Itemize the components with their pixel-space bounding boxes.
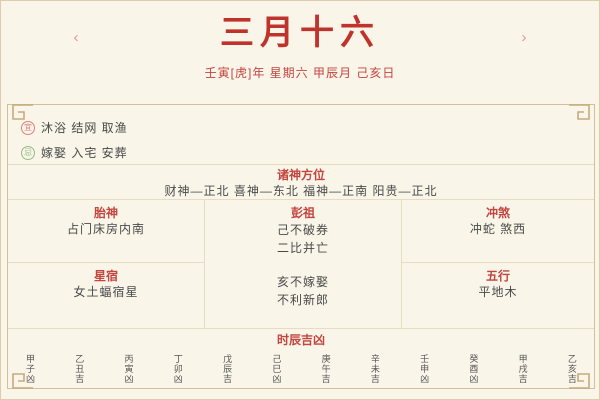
hour-luck-item: 辛未吉 xyxy=(369,353,380,384)
gods-direction-cell: 诸神方位 财神—正北 喜神—东北 福神—正南 阳贵—正北 xyxy=(8,164,594,199)
chongsha-cell: 冲煞 冲蛇 煞西 xyxy=(402,200,594,263)
avoid-row: 忌 嫁娶 入宅 安葬 xyxy=(21,140,594,165)
hour-luck-item: 己巳凶 xyxy=(271,353,282,384)
taishen-content: 占门床房内南 xyxy=(66,222,145,236)
pengzu-line: 己不破券 xyxy=(276,223,329,237)
hour-luck-section: 时辰吉凶 甲子凶 乙丑吉 丙寅凶 丁卯凶 戊辰吉 己巳凶 庚午吉 辛未吉 壬申凶… xyxy=(8,328,594,388)
ganzhi-date-subtitle: 壬寅[虎]年 星期六 甲辰月 己亥日 xyxy=(204,66,396,80)
ji-avoid-icon: 忌 xyxy=(21,145,35,160)
hour-luck-item: 甲戌吉 xyxy=(517,353,528,384)
pengzu-line: 不利新郎 xyxy=(276,293,329,307)
hour-luck-title: 时辰吉凶 xyxy=(276,333,325,347)
pengzu-line: 亥不嫁娶 xyxy=(276,275,329,289)
hour-luck-item: 甲子凶 xyxy=(25,353,35,384)
hour-luck-item: 丁卯凶 xyxy=(172,353,183,384)
left-column: 胎神 占门床房内南 星宿 女土蝠宿星 xyxy=(8,200,205,328)
hour-luck-item: 庚午吉 xyxy=(320,353,331,384)
hour-luck-item: 癸酉凶 xyxy=(468,353,479,384)
wuxing-cell: 五行 平地木 xyxy=(402,263,594,328)
hour-luck-item: 丙寅凶 xyxy=(123,353,134,384)
calendar-header: ‹ 三月十六 › 壬寅[虎]年 星期六 甲辰月 己亥日 xyxy=(1,1,599,103)
hour-luck-item: 乙丑吉 xyxy=(74,353,85,384)
wuxing-title: 五行 xyxy=(485,269,510,283)
chongsha-content: 冲蛇 煞西 xyxy=(469,222,527,236)
hour-luck-row: 甲子凶 乙丑吉 丙寅凶 丁卯凶 戊辰吉 己巳凶 庚午吉 辛未吉 壬申凶 癸酉凶 … xyxy=(8,348,594,387)
right-column: 冲煞 冲蛇 煞西 五行 平地木 xyxy=(402,200,594,328)
suitable-row: 宜 沐浴 结网 取渔 xyxy=(21,115,594,140)
almanac-table: 宜 沐浴 结网 取渔 忌 嫁娶 入宅 安葬 诸神方位 财神—正北 喜神—东北 福… xyxy=(7,104,595,389)
gods-direction-title: 诸神方位 xyxy=(276,168,325,182)
lunar-date-title: 三月十六 xyxy=(220,13,380,53)
pengzu-line: 二比并亡 xyxy=(276,241,329,255)
gods-direction-content: 财神—正北 喜神—东北 福神—正南 阳贵—正北 xyxy=(164,184,438,198)
suitable-activities: 沐浴 结网 取渔 xyxy=(41,121,128,135)
wuxing-content: 平地木 xyxy=(478,285,518,299)
xingxiu-title: 星宿 xyxy=(93,269,118,283)
pengzu-cell: 彭祖 己不破券 二比并亡 亥不嫁娶 不利新郎 xyxy=(205,200,402,328)
avoid-activities: 嫁娶 入宅 安葬 xyxy=(41,146,128,160)
xingxiu-cell: 星宿 女土蝠宿星 xyxy=(8,263,204,328)
suitable-avoid-section: 宜 沐浴 结网 取渔 忌 嫁娶 入宅 安葬 xyxy=(8,105,594,164)
almanac-grid: 胎神 占门床房内南 星宿 女土蝠宿星 彭祖 己不破券 二比并亡 亥不嫁娶 不利新… xyxy=(8,199,594,328)
yi-suitable-icon: 宜 xyxy=(21,120,35,135)
hour-luck-item: 戊辰吉 xyxy=(222,353,233,384)
hour-luck-item: 乙亥吉 xyxy=(566,353,577,384)
next-day-arrow-icon[interactable]: › xyxy=(521,29,527,46)
hour-luck-item: 壬申凶 xyxy=(419,353,430,384)
taishen-cell: 胎神 占门床房内南 xyxy=(8,200,204,263)
prev-day-arrow-icon[interactable]: ‹ xyxy=(73,29,79,46)
taishen-title: 胎神 xyxy=(93,206,118,220)
xingxiu-content: 女土蝠宿星 xyxy=(73,285,139,299)
pengzu-title: 彭祖 xyxy=(290,206,315,220)
chongsha-title: 冲煞 xyxy=(485,206,510,220)
